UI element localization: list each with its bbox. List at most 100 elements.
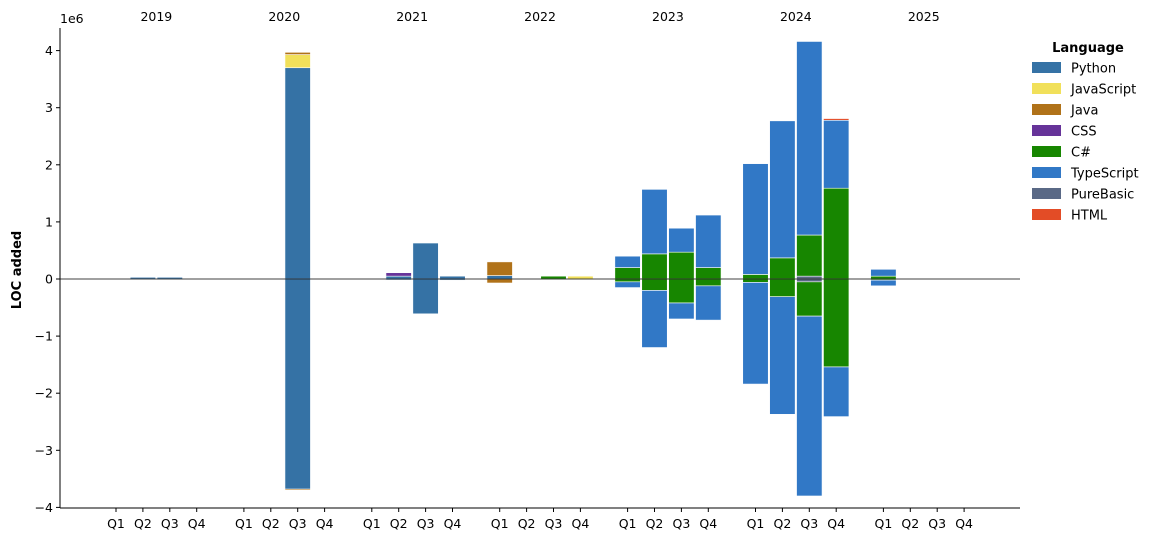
bar-2023-q3-csharp-removed xyxy=(668,278,695,304)
legend-swatch-csharp xyxy=(1032,146,1061,157)
x-tick-label-2021-q4: Q4 xyxy=(444,516,462,531)
x-tick-label-2020-q2: Q2 xyxy=(262,516,280,531)
bar-2024-q3-csharp-removed xyxy=(796,281,823,317)
legend-label-css: CSS xyxy=(1071,125,1097,140)
x-tick-label-2019-q1: Q1 xyxy=(107,516,125,531)
x-tick-label-2021-q2: Q2 xyxy=(390,516,408,531)
x-tick-label-2024-q1: Q1 xyxy=(747,516,765,531)
bar-2022-q1-python-added xyxy=(486,275,513,280)
bar-2024-q1-typescript-added xyxy=(742,163,769,275)
x-tick-label-2022-q2: Q2 xyxy=(518,516,536,531)
bar-2024-q2-typescript-added xyxy=(769,120,796,259)
bar-2024-q3-csharp-added xyxy=(796,234,823,277)
bar-2024-q4-html-added xyxy=(823,118,850,121)
bar-2021-q4-python-added xyxy=(439,275,466,280)
bar-2021-q3-python-added xyxy=(412,242,439,280)
x-tick-label-2019-q4: Q4 xyxy=(188,516,206,531)
bar-2023-q2-csharp-added xyxy=(641,253,668,280)
legend-swatch-css xyxy=(1032,125,1061,136)
y-axis-multiplier: 1e6 xyxy=(60,11,84,26)
y-tick-label: 0 xyxy=(45,272,53,287)
year-label-2023: 2023 xyxy=(652,9,684,24)
bar-2024-q3-purebasic-removed xyxy=(796,278,823,283)
bar-2023-q4-typescript-added xyxy=(695,214,722,268)
x-tick-label-2024-q3: Q3 xyxy=(800,516,818,531)
x-tick-label-2019-q3: Q3 xyxy=(161,516,179,531)
bar-2024-q2-csharp-added xyxy=(769,257,796,280)
bar-2024-q3-purebasic-added xyxy=(796,275,823,280)
year-label-2025: 2025 xyxy=(908,9,940,24)
legend-label-typescript: TypeScript xyxy=(1070,167,1139,182)
bar-2022-q1-java-removed xyxy=(486,278,513,284)
year-labels: 2019 2020 2021 2022 2023 2024 2025 xyxy=(140,9,939,24)
x-tick-label-2023-q1: Q1 xyxy=(619,516,637,531)
year-label-2021: 2021 xyxy=(396,9,428,24)
legend-label-html: HTML xyxy=(1071,209,1108,224)
x-tick-label-2025-q4: Q4 xyxy=(955,516,973,531)
legend-title: Language xyxy=(1052,41,1124,56)
legend-label-javascript: JavaScript xyxy=(1070,83,1136,98)
bar-2024-q1-csharp-removed xyxy=(742,278,769,283)
legend-label-python: Python xyxy=(1071,62,1116,77)
bar-2023-q3-typescript-removed xyxy=(668,302,695,320)
bar-2023-q2-typescript-removed xyxy=(641,290,668,348)
bar-2024-q4-csharp-added xyxy=(823,187,850,280)
bar-2023-q4-csharp-added xyxy=(695,267,722,280)
bar-2023-q3-csharp-added xyxy=(668,251,695,280)
bar-2023-q1-typescript-added xyxy=(614,255,641,268)
y-ticks: 4 3 2 1 0 −1 −2 −3 −4 xyxy=(35,43,60,515)
year-label-2022: 2022 xyxy=(524,9,556,24)
x-tick-label-2021-q3: Q3 xyxy=(417,516,435,531)
legend-swatch-html xyxy=(1032,209,1061,220)
bar-2024-q4-typescript-removed xyxy=(823,366,850,417)
bar-2023-q2-typescript-added xyxy=(641,189,668,255)
bar-2024-q4-typescript-added xyxy=(823,119,850,189)
y-tick-label: 2 xyxy=(45,157,53,172)
year-label-2024: 2024 xyxy=(780,9,812,24)
x-tick-label-2023-q2: Q2 xyxy=(646,516,664,531)
bar-2023-q4-csharp-removed xyxy=(695,278,722,287)
bar-2023-q4-typescript-removed xyxy=(695,285,722,321)
bar-2024-q4-csharp-removed xyxy=(823,278,850,368)
bars-layer xyxy=(129,41,897,497)
bar-2022-q1-java-added xyxy=(486,261,513,276)
bar-2021-q3-python-removed xyxy=(412,278,439,315)
legend-label-java: Java xyxy=(1070,104,1098,119)
bar-2023-q3-typescript-added xyxy=(668,227,695,253)
bar-2024-q1-typescript-removed xyxy=(742,282,769,385)
year-label-2020: 2020 xyxy=(268,9,300,24)
x-tick-label-2020-q3: Q3 xyxy=(289,516,307,531)
y-tick-label: −3 xyxy=(35,443,53,458)
x-tick-label-2023-q3: Q3 xyxy=(673,516,691,531)
y-tick-label: −4 xyxy=(35,500,53,515)
bar-2025-q1-csharp-added xyxy=(870,275,897,280)
legend-swatch-python xyxy=(1032,62,1061,73)
bar-2020-q3-javascript-added xyxy=(284,54,311,69)
bar-2020-q3-python-added xyxy=(284,67,311,280)
legend-swatch-purebasic xyxy=(1032,188,1061,199)
legend-label-csharp: C# xyxy=(1071,146,1091,161)
bar-2023-q2-csharp-removed xyxy=(641,278,668,291)
legend-label-purebasic: PureBasic xyxy=(1071,188,1134,203)
y-tick-label: 3 xyxy=(45,100,53,115)
x-tick-label-2022-q3: Q3 xyxy=(545,516,563,531)
y-tick-label: −2 xyxy=(35,386,53,401)
y-tick-label: 1 xyxy=(45,214,53,229)
bar-2020-q3-java-removed xyxy=(284,488,311,491)
legend: Language Python JavaScript Java CSS C# TypeSc… xyxy=(1032,41,1139,224)
bar-2021-q2-css-removed xyxy=(385,279,412,282)
bar-2020-q3-java-added xyxy=(284,52,311,55)
x-tick-label-2025-q3: Q3 xyxy=(928,516,946,531)
x-tick-label-2024-q2: Q2 xyxy=(774,516,792,531)
x-tick-label-2023-q4: Q4 xyxy=(699,516,717,531)
legend-swatch-javascript xyxy=(1032,83,1061,94)
x-tick-label-2020-q4: Q4 xyxy=(316,516,334,531)
bar-2025-q1-typescript-added xyxy=(870,268,897,277)
bar-2023-q1-typescript-removed xyxy=(614,281,641,288)
bar-2024-q1-csharp-added xyxy=(742,274,769,280)
bar-2022-q3-csharp-added xyxy=(540,275,567,280)
x-tick-label-2021-q1: Q1 xyxy=(363,516,381,531)
x-tick-label-2020-q1: Q1 xyxy=(235,516,253,531)
year-label-2019: 2019 xyxy=(140,9,172,24)
